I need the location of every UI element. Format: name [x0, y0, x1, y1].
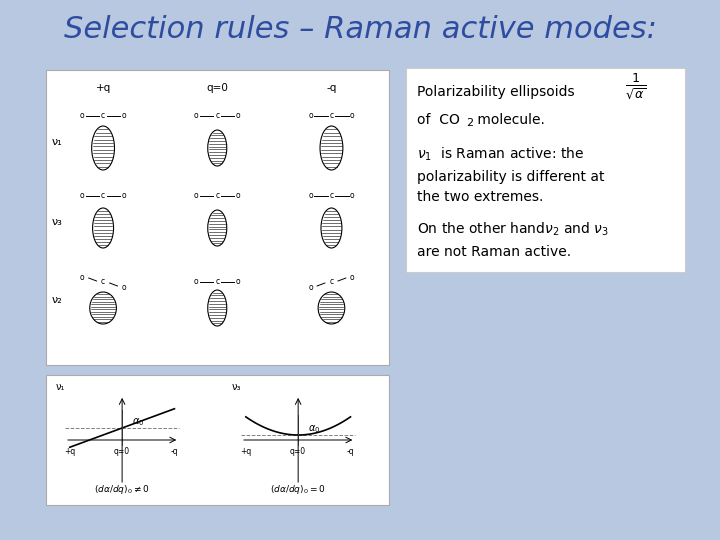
Text: $\alpha_0$: $\alpha_0$	[132, 416, 144, 428]
Text: o: o	[350, 111, 355, 120]
Text: o: o	[194, 278, 199, 287]
FancyBboxPatch shape	[46, 375, 389, 505]
Text: $\nu_1$  is Raman active: the
polarizability is different at
the two extremes.: $\nu_1$ is Raman active: the polarizabil…	[417, 146, 605, 204]
Text: o: o	[122, 111, 126, 120]
Ellipse shape	[208, 290, 227, 326]
Text: c: c	[329, 192, 333, 200]
Text: $\frac{1}{\sqrt{\alpha}}$: $\frac{1}{\sqrt{\alpha}}$	[625, 71, 647, 101]
Text: o: o	[194, 111, 199, 120]
Text: c: c	[329, 278, 333, 287]
Text: ν₃: ν₃	[232, 382, 241, 392]
Text: ν₃: ν₃	[52, 217, 63, 227]
Text: c: c	[329, 111, 333, 120]
Text: On the other hand$\nu_2$ and $\nu_3$
are not Raman active.: On the other hand$\nu_2$ and $\nu_3$ are…	[417, 221, 609, 259]
Text: molecule.: molecule.	[473, 113, 545, 127]
Text: c: c	[215, 111, 220, 120]
Text: q=0: q=0	[290, 448, 306, 456]
Text: of  CO: of CO	[417, 113, 460, 127]
Text: q=0: q=0	[114, 448, 130, 456]
Text: o: o	[308, 192, 312, 200]
Text: o: o	[194, 192, 199, 200]
Text: o: o	[308, 111, 312, 120]
Text: 2: 2	[467, 118, 474, 128]
Text: c: c	[215, 192, 220, 200]
Text: o: o	[122, 192, 126, 200]
Text: -q: -q	[326, 83, 337, 93]
Text: o: o	[80, 111, 84, 120]
Ellipse shape	[320, 126, 343, 170]
Text: -q: -q	[346, 448, 354, 456]
Text: c: c	[101, 192, 105, 200]
Text: c: c	[215, 278, 220, 287]
Text: o: o	[350, 273, 355, 281]
Text: $(d\alpha/dq)_0 = 0$: $(d\alpha/dq)_0 = 0$	[270, 483, 326, 496]
Text: Selection rules – Raman active modes:: Selection rules – Raman active modes:	[63, 16, 657, 44]
Ellipse shape	[208, 210, 227, 246]
Text: ν₁: ν₁	[52, 137, 63, 147]
Text: ν₂: ν₂	[52, 295, 63, 305]
Text: ν₁: ν₁	[55, 382, 65, 392]
Text: +q: +q	[240, 448, 251, 456]
Text: q=0: q=0	[207, 83, 228, 93]
Text: $(d\alpha/dq)_0 \neq 0$: $(d\alpha/dq)_0 \neq 0$	[94, 483, 150, 496]
Text: +q: +q	[96, 83, 111, 93]
FancyBboxPatch shape	[405, 68, 685, 272]
Text: -q: -q	[171, 448, 179, 456]
Ellipse shape	[91, 126, 114, 170]
Ellipse shape	[321, 208, 342, 248]
Ellipse shape	[208, 130, 227, 166]
Text: o: o	[236, 192, 240, 200]
Text: o: o	[308, 282, 312, 292]
Text: o: o	[80, 192, 84, 200]
FancyBboxPatch shape	[46, 70, 389, 365]
Text: o: o	[350, 192, 355, 200]
Ellipse shape	[90, 292, 117, 324]
Text: +q: +q	[64, 448, 76, 456]
Ellipse shape	[318, 292, 345, 324]
Text: c: c	[101, 278, 105, 287]
Text: o: o	[122, 282, 126, 292]
Text: o: o	[236, 278, 240, 287]
Ellipse shape	[93, 208, 114, 248]
Text: $\alpha_0$: $\alpha_0$	[307, 423, 320, 435]
Text: o: o	[80, 273, 84, 281]
Text: c: c	[101, 111, 105, 120]
Text: o: o	[236, 111, 240, 120]
Text: Polarizability ellipsoids: Polarizability ellipsoids	[417, 85, 575, 99]
